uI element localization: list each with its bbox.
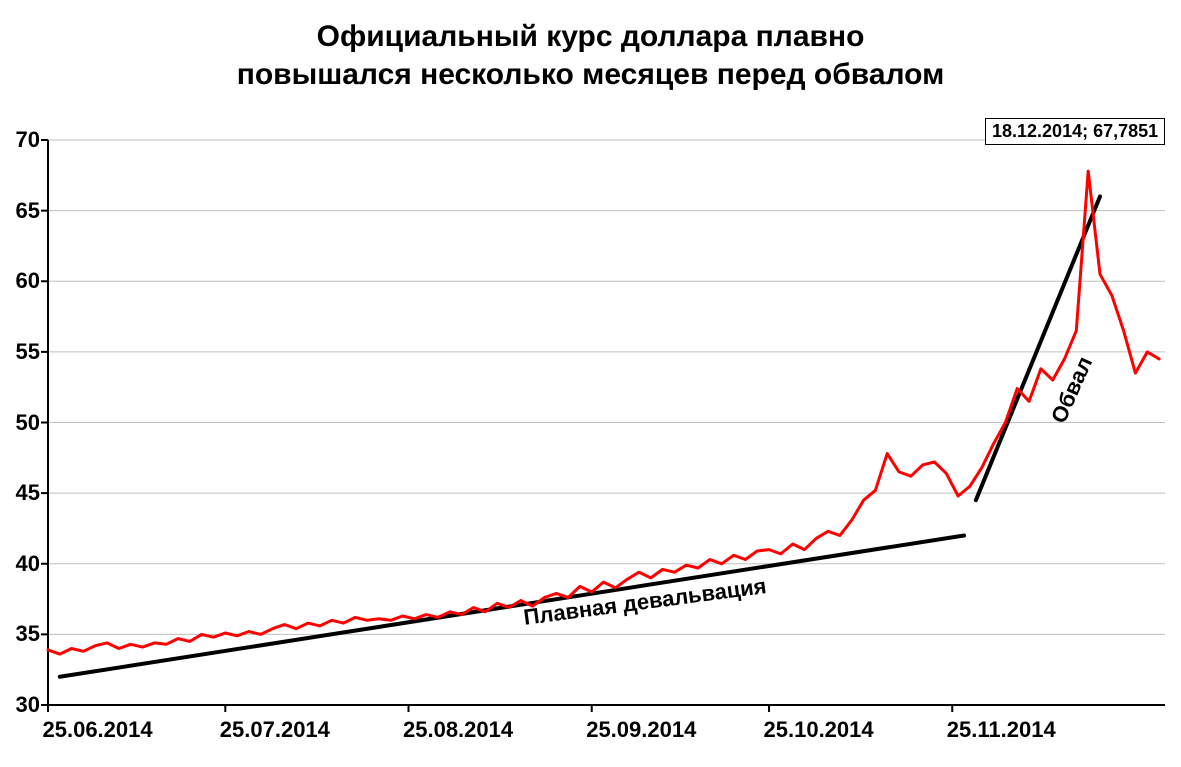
chart-container: Официальный курс доллара плавно повышалс… — [0, 0, 1181, 767]
x-tick-label: 25.06.2014 — [42, 717, 152, 743]
y-tick-label: 70 — [4, 127, 40, 153]
y-tick-label: 50 — [4, 410, 40, 436]
y-tick-label: 65 — [4, 198, 40, 224]
x-tick-label: 25.11.2014 — [947, 717, 1056, 743]
peak-callout: 18.12.2014; 67,7851 — [985, 118, 1165, 145]
y-tick-label: 60 — [4, 268, 40, 294]
y-tick-label: 30 — [4, 692, 40, 718]
y-tick-label: 40 — [4, 551, 40, 577]
x-tick-label: 25.09.2014 — [586, 717, 696, 743]
y-tick-label: 35 — [4, 621, 40, 647]
y-tick-label: 55 — [4, 339, 40, 365]
chart-svg — [0, 0, 1181, 767]
x-tick-label: 25.10.2014 — [764, 717, 874, 743]
x-tick-label: 25.08.2014 — [403, 717, 513, 743]
x-tick-label: 25.07.2014 — [220, 717, 330, 743]
peak-callout-text: 18.12.2014; 67,7851 — [992, 121, 1158, 141]
y-tick-label: 45 — [4, 480, 40, 506]
